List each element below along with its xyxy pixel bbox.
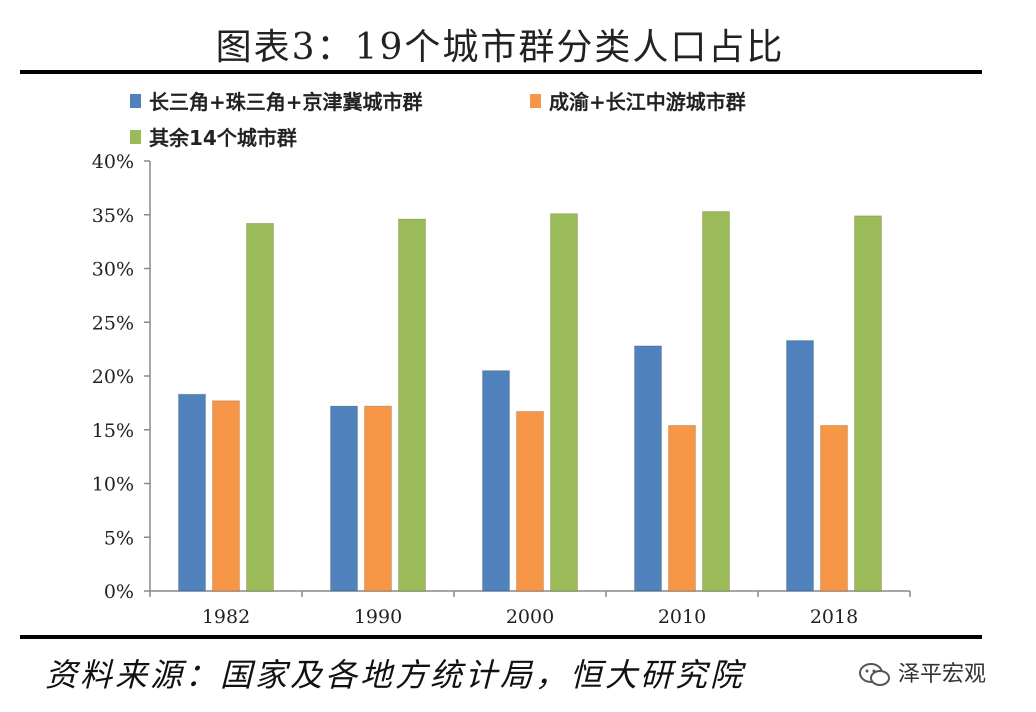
bar-3-1990 — [398, 218, 426, 592]
y-tick-label: 5% — [104, 527, 134, 549]
legend-swatch-2 — [530, 93, 541, 108]
x-tick-label: 1990 — [354, 606, 402, 628]
bar-1-2018 — [786, 340, 814, 592]
x-tick-label: 2010 — [658, 606, 706, 628]
y-tick-label: 10% — [92, 474, 134, 496]
legend-item-3: 其余14个城市群 — [130, 122, 297, 151]
bar-2-1982 — [212, 400, 240, 592]
source-note: 资料来源：国家及各地方统计局，恒大研究院 — [45, 656, 746, 694]
x-tick-label: 2018 — [810, 606, 858, 628]
watermark: 泽平宏观 — [858, 656, 986, 689]
bar-2-1990 — [364, 405, 392, 592]
y-tick-label: 20% — [92, 366, 134, 388]
legend-swatch-3 — [130, 129, 141, 144]
bottom-rule — [20, 635, 982, 639]
y-tick-label: 35% — [92, 205, 134, 227]
x-tick-label: 1982 — [202, 606, 250, 628]
bar-3-2000 — [550, 213, 578, 592]
chart-title: 图表3：19个城市群分类人口占比 — [215, 27, 785, 68]
bar-3-2018 — [854, 215, 882, 592]
bar-3-1982 — [246, 222, 274, 592]
y-tick-label: 30% — [92, 259, 134, 281]
legend-label-1: 长三角+珠三角+京津冀城市群 — [149, 90, 423, 114]
legend-label-3: 其余14个城市群 — [149, 126, 297, 150]
y-tick-label: 25% — [92, 312, 134, 334]
bar-1-1990 — [330, 405, 358, 592]
bar-1-2010 — [634, 345, 662, 592]
legend-item-2: 成渝+长江中游城市群 — [530, 86, 746, 115]
legend-swatch-1 — [130, 93, 141, 108]
y-tick-label: 40% — [92, 151, 134, 173]
bar-2-2018 — [820, 424, 848, 592]
bar-2-2010 — [668, 424, 696, 592]
y-tick-label: 15% — [92, 420, 134, 442]
y-tick-label: 0% — [104, 581, 134, 603]
bar-2-2000 — [516, 410, 544, 592]
bar-3-2010 — [702, 211, 730, 592]
watermark-text: 泽平宏观 — [898, 662, 987, 687]
bar-1-2000 — [482, 370, 510, 592]
bar-1-1982 — [178, 393, 206, 592]
x-tick-label: 2000 — [506, 606, 554, 628]
legend-item-1: 长三角+珠三角+京津冀城市群 — [130, 86, 423, 115]
top-rule — [20, 70, 982, 74]
wechat-icon — [859, 663, 890, 686]
legend-label-2: 成渝+长江中游城市群 — [549, 90, 746, 114]
